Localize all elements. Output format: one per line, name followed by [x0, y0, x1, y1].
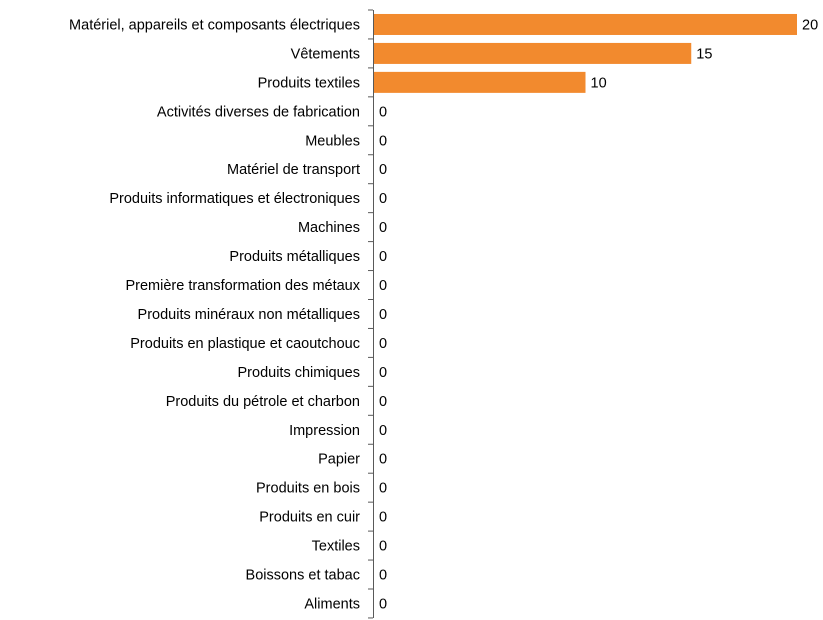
value-label: 0 — [379, 133, 387, 149]
labels-layer: Matériel, appareils et composants électr… — [69, 17, 818, 612]
value-label: 0 — [379, 336, 387, 352]
bar — [374, 13, 797, 35]
value-label: 0 — [379, 481, 387, 497]
bars-layer — [374, 13, 797, 93]
value-label: 0 — [379, 423, 387, 439]
category-label: Produits en bois — [256, 481, 360, 497]
value-label: 0 — [379, 510, 387, 526]
category-label: Produits en cuir — [259, 510, 360, 526]
bar — [374, 71, 586, 93]
category-label: Activités diverses de fabrication — [157, 104, 360, 120]
category-label: Papier — [318, 452, 360, 468]
value-label: 10 — [591, 75, 607, 91]
value-label: 0 — [379, 539, 387, 555]
category-label: Impression — [289, 423, 360, 439]
value-label: 0 — [379, 394, 387, 410]
axis-layer — [368, 9, 374, 619]
category-label: Machines — [298, 220, 360, 236]
value-label: 0 — [379, 307, 387, 323]
value-label: 0 — [379, 596, 387, 612]
value-label: 0 — [379, 191, 387, 207]
value-label: 0 — [379, 220, 387, 236]
category-label: Meubles — [305, 133, 360, 149]
category-label: Produits du pétrole et charbon — [166, 394, 360, 410]
category-label: Produits chimiques — [238, 365, 361, 381]
category-label: Produits textiles — [258, 75, 360, 91]
value-label: 0 — [379, 568, 387, 584]
category-label: Matériel, appareils et composants électr… — [69, 17, 360, 33]
category-label: Produits métalliques — [229, 249, 360, 265]
value-label: 0 — [379, 278, 387, 294]
category-label: Matériel de transport — [227, 162, 360, 178]
category-label: Boissons et tabac — [246, 568, 360, 584]
value-label: 0 — [379, 104, 387, 120]
category-label: Textiles — [312, 539, 360, 555]
value-label: 20 — [802, 17, 818, 33]
category-label: Vêtements — [291, 46, 360, 62]
category-label: Aliments — [304, 596, 360, 612]
category-label: Produits informatiques et électroniques — [109, 191, 360, 207]
value-label: 0 — [379, 162, 387, 178]
value-label: 15 — [696, 46, 712, 62]
value-label: 0 — [379, 249, 387, 265]
category-label: Produits minéraux non métalliques — [138, 307, 360, 323]
value-label: 0 — [379, 452, 387, 468]
category-label: Produits en plastique et caoutchouc — [130, 336, 360, 352]
category-label: Première transformation des métaux — [125, 278, 360, 294]
bar — [374, 42, 692, 64]
value-label: 0 — [379, 365, 387, 381]
